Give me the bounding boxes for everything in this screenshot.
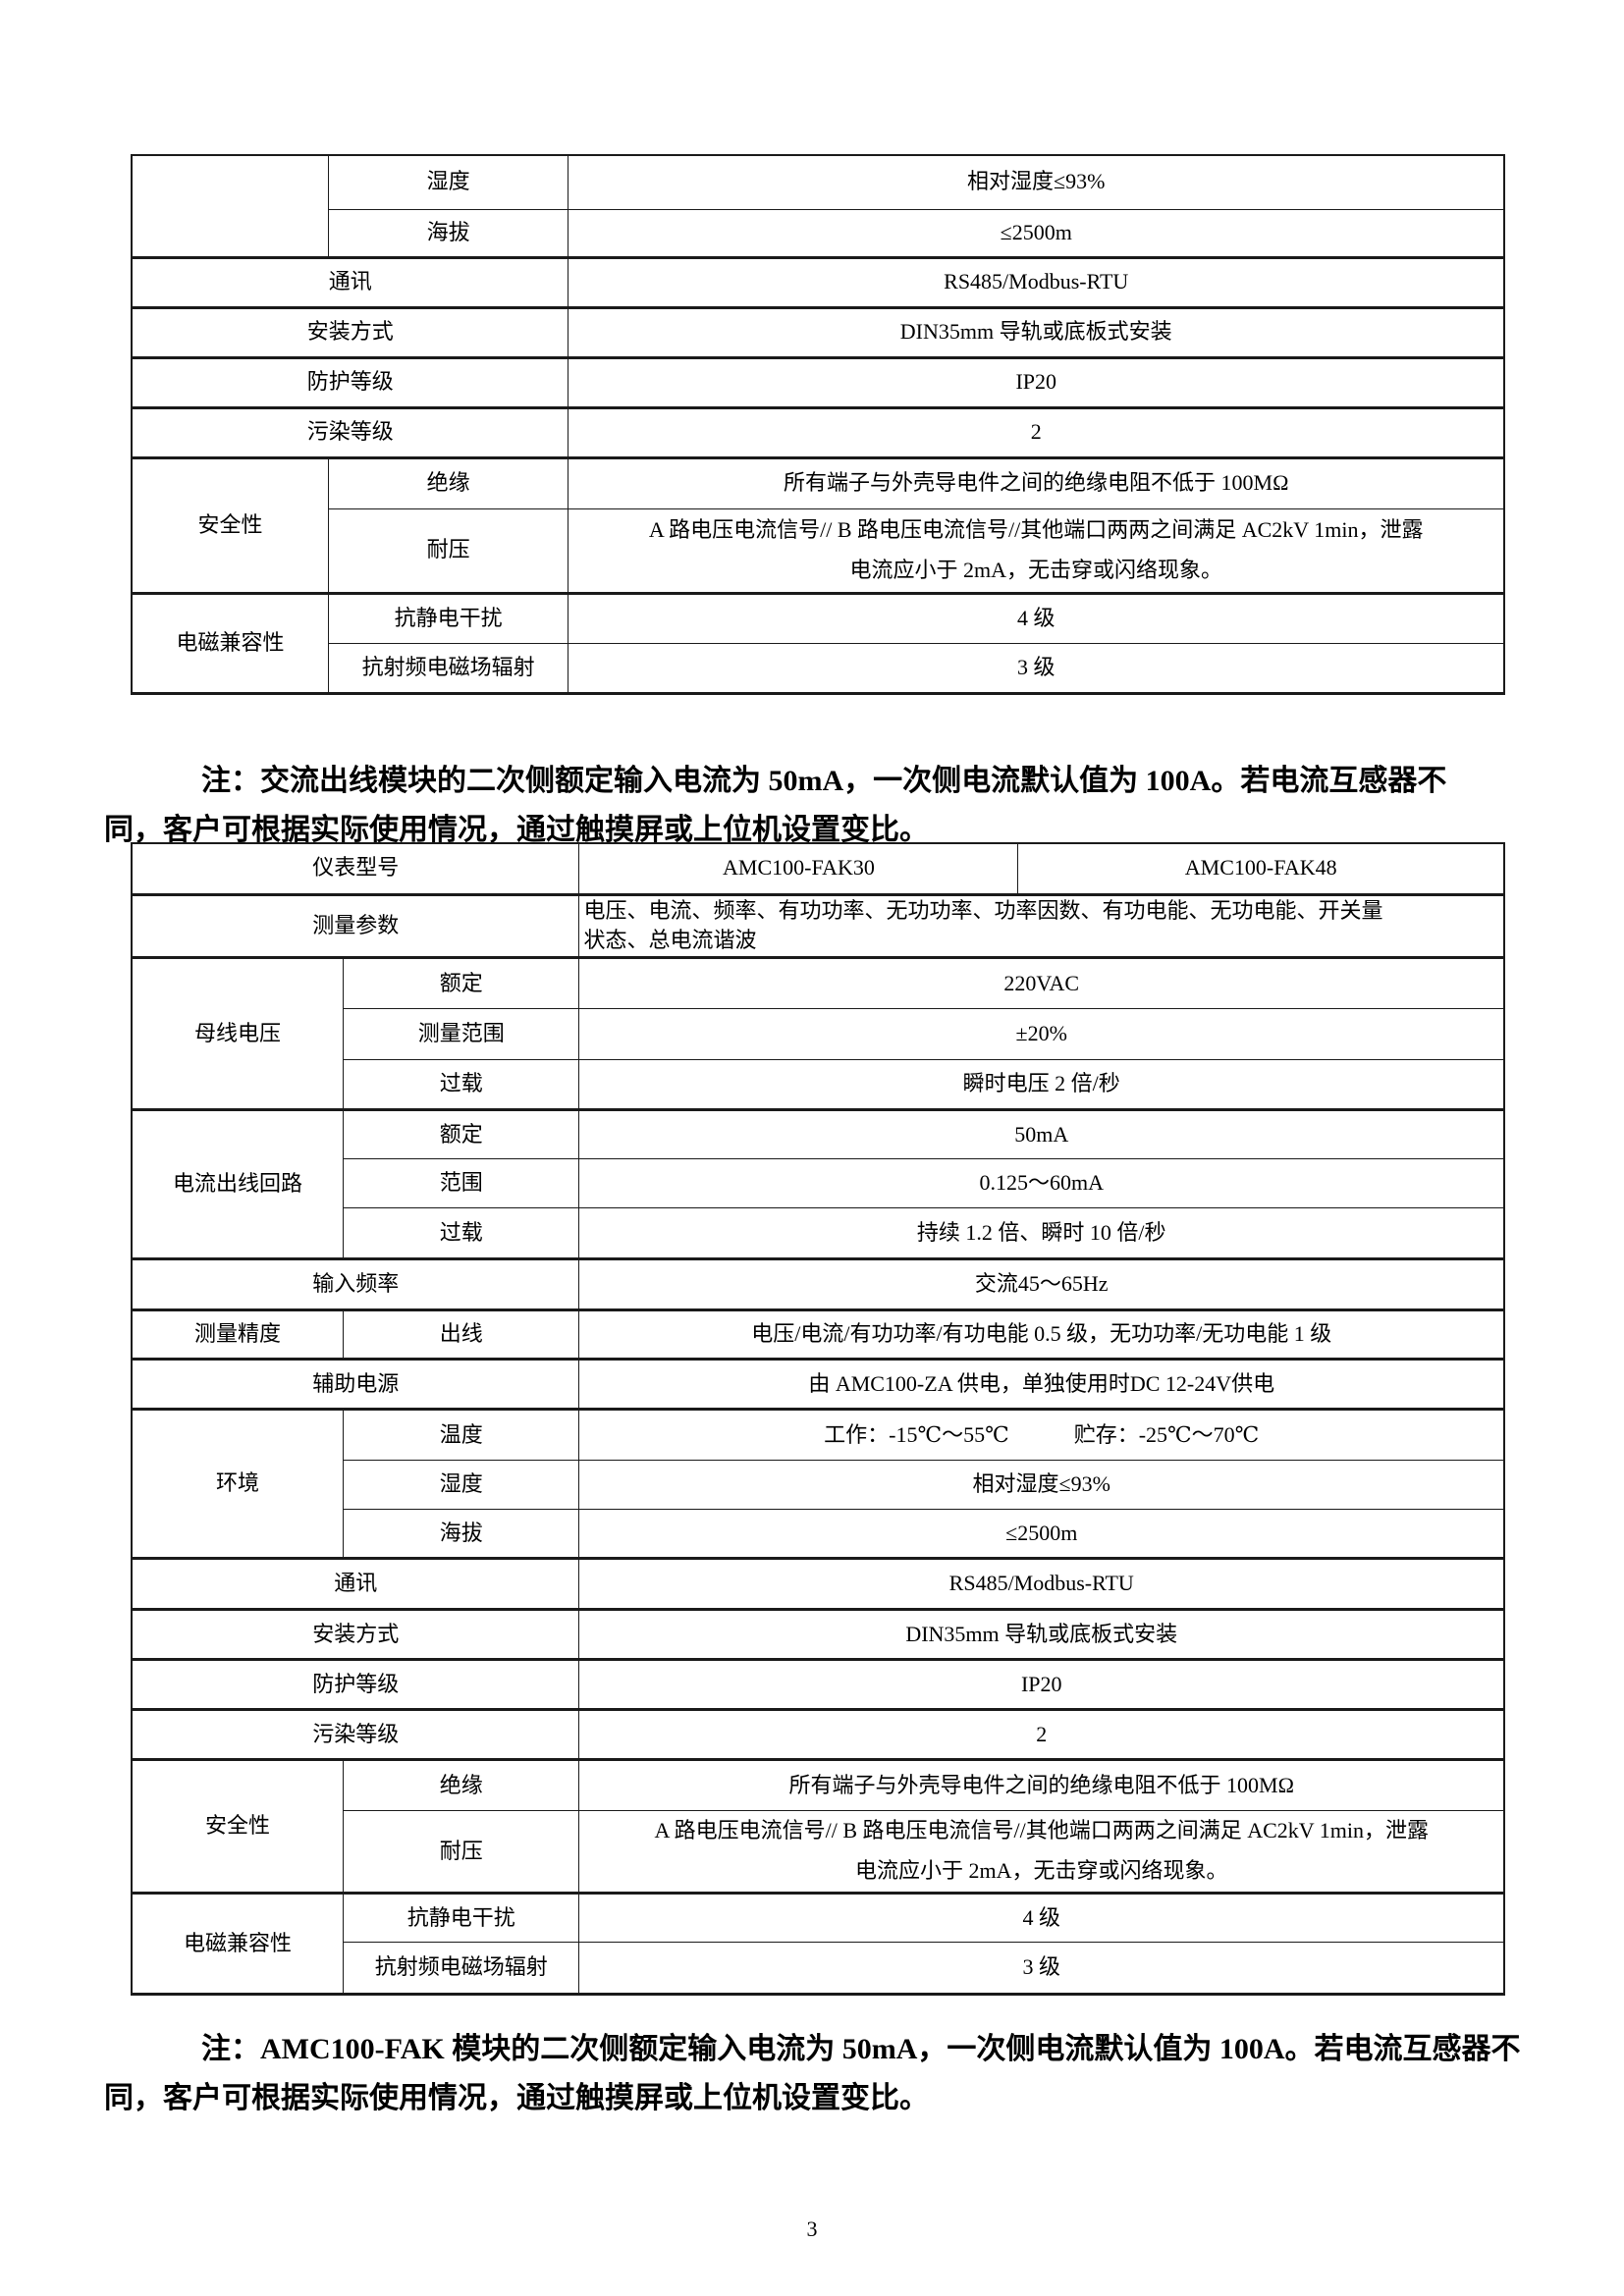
- table-cell: 相对湿度≤93%: [578, 1460, 1505, 1511]
- table-cell: 污染等级: [131, 1709, 580, 1762]
- table-cell: 所有端子与外壳导电件之间的绝缘电阻不低于 100MΩ: [578, 1759, 1505, 1812]
- table-cell: 2: [578, 1709, 1505, 1762]
- table-cell: 工作：-15℃～55℃ 贮存：-25℃～70℃: [578, 1409, 1505, 1462]
- table-cell: 抗静电干扰: [327, 592, 569, 644]
- table-cell: 绝缘: [327, 456, 569, 509]
- table-cell: 2: [568, 406, 1505, 459]
- table-cell: 抗静电干扰: [342, 1892, 580, 1943]
- table-cell: 仪表型号: [131, 842, 580, 896]
- table-cell: 通讯: [131, 1558, 580, 1612]
- table-cell: DIN35mm 导轨或底板式安装: [568, 306, 1505, 359]
- table-cell: 测量范围: [342, 1008, 580, 1061]
- table-cell: 电压/电流/有功功率/有功电能 0.5 级，无功功率/无功电能 1 级: [578, 1309, 1505, 1362]
- table-cell: 交流45～65Hz: [578, 1258, 1505, 1312]
- table-cell: 测量参数: [131, 893, 580, 960]
- table-cell: 安全性: [131, 1759, 344, 1895]
- note-ac-outgoing-module: 注：交流出线模块的二次侧额定输入电流为 50mA，一次侧电流默认值为 100A。…: [104, 765, 1447, 846]
- table-cell: IP20: [578, 1659, 1505, 1712]
- table-cell: 50mA: [578, 1109, 1505, 1160]
- spec-table-continuation: 湿度 相对湿度≤93% 海拔 ≤2500m 通讯 RS485/Modbus-RTU 安装方式…: [131, 154, 1505, 695]
- table-cell: 额定: [342, 957, 580, 1010]
- table-cell: 电磁兼容性: [131, 1892, 344, 1996]
- table-cell: 0.125～60mA: [578, 1158, 1505, 1209]
- table-cell: 所有端子与外壳导电件之间的绝缘电阻不低于 100MΩ: [568, 456, 1505, 509]
- table-cell: 环境: [131, 1409, 344, 1561]
- table-cell: AMC100-FAK30: [578, 842, 1019, 896]
- table-cell: 3 级: [578, 1941, 1505, 1996]
- table-cell: 电磁兼容性: [131, 592, 329, 695]
- table-cell: 过载: [342, 1059, 580, 1112]
- table-cell: RS485/Modbus-RTU: [578, 1558, 1505, 1612]
- table-cell: 持续 1.2 倍、瞬时 10 倍/秒: [578, 1207, 1505, 1261]
- table-cell: 防护等级: [131, 1659, 580, 1712]
- table-cell: ≤2500m: [578, 1509, 1505, 1561]
- table-cell: ≤2500m: [568, 208, 1505, 259]
- table-cell: RS485/Modbus-RTU: [568, 256, 1505, 309]
- table-cell: A 路电压电流信号// B 路电压电流信号//其他端口两两之间满足 AC2kV …: [568, 507, 1505, 595]
- table-cell: 4 级: [578, 1892, 1505, 1943]
- table-cell: 范围: [342, 1158, 580, 1209]
- table-cell: 4 级: [568, 592, 1505, 644]
- table-cell: 瞬时电压 2 倍/秒: [578, 1059, 1505, 1112]
- table-cell: 输入频率: [131, 1258, 580, 1312]
- table-cell: DIN35mm 导轨或底板式安装: [578, 1609, 1505, 1662]
- table-cell: A 路电压电流信号// B 路电压电流信号//其他端口两两之间满足 AC2kV …: [578, 1810, 1505, 1895]
- table-cell: 出线: [342, 1309, 580, 1362]
- table-cell: AMC100-FAK48: [1017, 842, 1505, 896]
- table-cell: 辅助电源: [131, 1359, 580, 1412]
- table-cell: 耐压: [327, 507, 569, 595]
- table-cell: 电流出线回路: [131, 1109, 344, 1261]
- table-cell: 过载: [342, 1207, 580, 1261]
- table-cell: 防护等级: [131, 356, 569, 409]
- table-cell: 220VAC: [578, 957, 1505, 1010]
- table-cell: 湿度: [327, 154, 569, 210]
- table-cell: 耐压: [342, 1810, 580, 1895]
- table-cell: 测量精度: [131, 1309, 344, 1362]
- table-cell: 抗射频电磁场辐射: [327, 642, 569, 695]
- table-cell: 湿度: [342, 1460, 580, 1511]
- table-cell: 安全性: [131, 456, 329, 595]
- table-cell: 海拔: [327, 208, 569, 259]
- table-cell: 安装方式: [131, 1609, 580, 1662]
- table-cell: 电压、电流、频率、有功功率、无功功率、功率因数、有功电能、无功电能、开关量 状态…: [578, 893, 1505, 960]
- table-cell: 温度: [342, 1409, 580, 1462]
- table-cell: 由 AMC100-ZA 供电，单独使用时DC 12-24V供电: [578, 1359, 1505, 1412]
- table-cell: 母线电压: [131, 957, 344, 1112]
- table-cell: ±20%: [578, 1008, 1505, 1061]
- table-cell: 相对湿度≤93%: [568, 154, 1505, 210]
- spec-table-amc100-fak: 仪表型号 AMC100-FAK30 AMC100-FAK48 测量参数 电压、电流、频率…: [131, 842, 1505, 1996]
- table-cell: 污染等级: [131, 406, 569, 459]
- table-cell: 抗射频电磁场辐射: [342, 1941, 580, 1996]
- table-cell: [131, 154, 329, 259]
- table-cell: 额定: [342, 1109, 580, 1160]
- table-cell: 绝缘: [342, 1759, 580, 1812]
- table-cell: 通讯: [131, 256, 569, 309]
- page-number: 3: [806, 2216, 818, 2241]
- table-cell: IP20: [568, 356, 1505, 409]
- table-cell: 海拔: [342, 1509, 580, 1561]
- table-cell: 3 级: [568, 642, 1505, 695]
- table-cell: 安装方式: [131, 306, 569, 359]
- note-amc100-fak-module: 注：AMC100-FAK 模块的二次侧额定输入电流为 50mA，一次侧电流默认值…: [104, 2033, 1521, 2114]
